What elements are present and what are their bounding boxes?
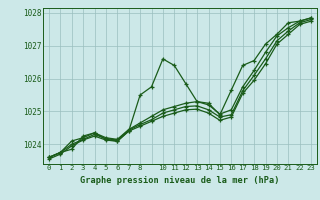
X-axis label: Graphe pression niveau de la mer (hPa): Graphe pression niveau de la mer (hPa)	[80, 176, 280, 185]
